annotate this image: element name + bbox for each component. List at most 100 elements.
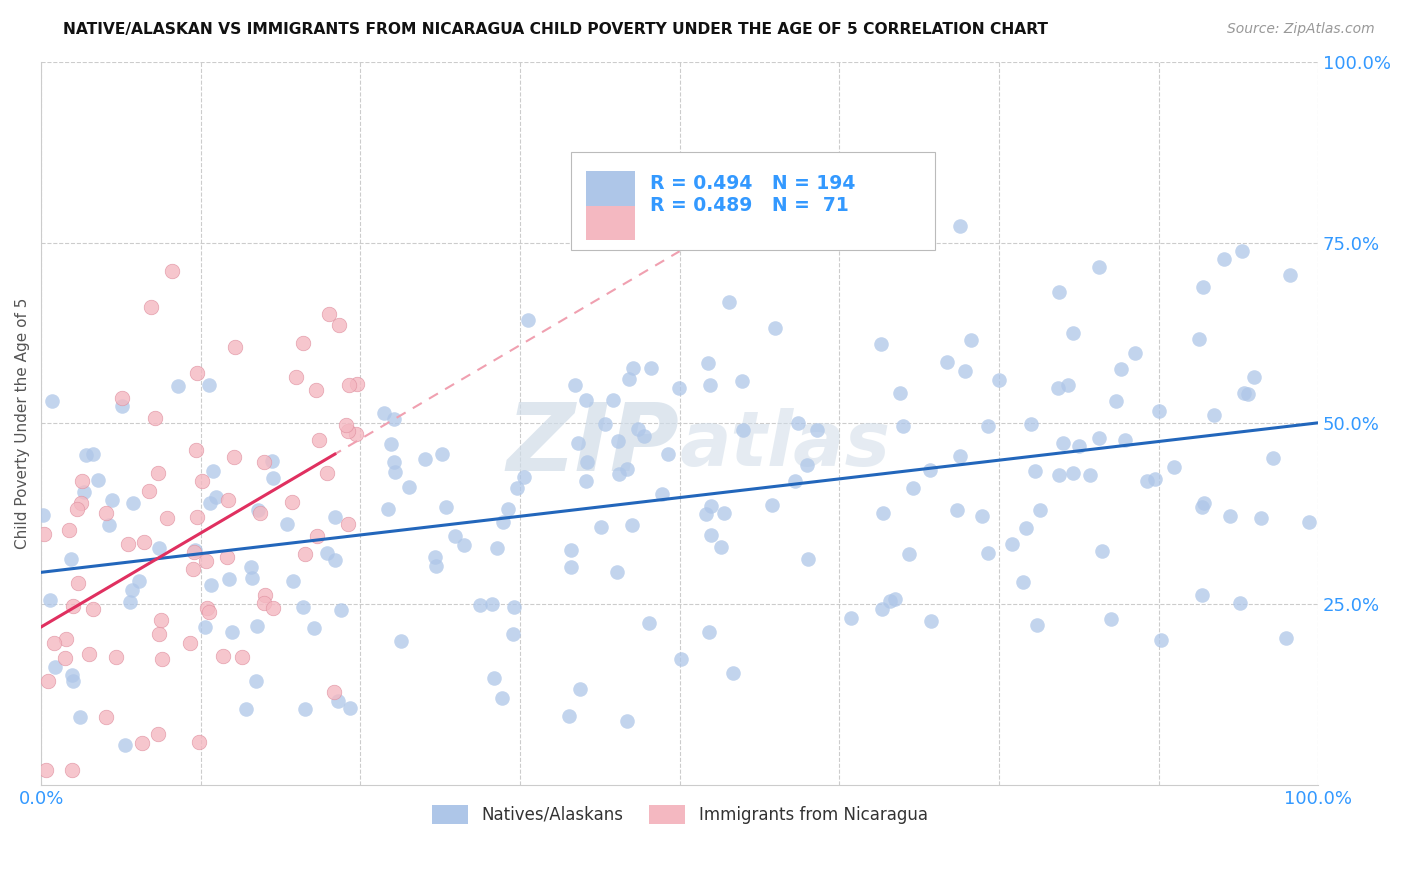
Point: [148, 541, 170, 555]
Point: [186, 510, 208, 524]
Point: [884, 591, 907, 606]
Point: [104, 650, 127, 665]
Point: [564, 378, 586, 392]
Point: [373, 406, 395, 420]
Point: [330, 603, 353, 617]
Point: [1052, 436, 1074, 450]
Point: [382, 412, 405, 426]
Point: [783, 475, 806, 489]
Point: [198, 605, 221, 619]
Point: [302, 621, 325, 635]
Point: [1250, 510, 1272, 524]
Point: [491, 690, 513, 705]
Point: [972, 509, 994, 524]
Point: [150, 652, 173, 666]
Point: [668, 381, 690, 395]
Point: [58, 523, 80, 537]
Point: [1191, 280, 1213, 294]
Point: [1149, 404, 1171, 418]
Point: [797, 552, 820, 566]
Point: [1056, 377, 1078, 392]
Point: [96, 710, 118, 724]
Point: [976, 419, 998, 434]
Point: [516, 312, 538, 326]
Point: [730, 374, 752, 388]
Point: [1091, 543, 1114, 558]
Point: [280, 495, 302, 509]
Point: [616, 714, 638, 728]
FancyBboxPatch shape: [571, 153, 935, 250]
Point: [640, 360, 662, 375]
Point: [128, 574, 150, 589]
Point: [903, 481, 925, 495]
Point: [697, 356, 720, 370]
Point: [1047, 285, 1070, 300]
Text: Source: ZipAtlas.com: Source: ZipAtlas.com: [1227, 22, 1375, 37]
Point: [150, 613, 173, 627]
Point: [97, 517, 120, 532]
Point: [607, 434, 630, 448]
Point: [188, 734, 211, 748]
Point: [1279, 268, 1302, 282]
Point: [492, 515, 515, 529]
Point: [1188, 332, 1211, 346]
Point: [294, 702, 316, 716]
Point: [468, 599, 491, 613]
Point: [111, 399, 134, 413]
Text: NATIVE/ALASKAN VS IMMIGRANTS FROM NICARAGUA CHILD POVERTY UNDER THE AGE OF 5 COR: NATIVE/ALASKAN VS IMMIGRANTS FROM NICARA…: [63, 22, 1049, 37]
Point: [322, 685, 344, 699]
Point: [323, 553, 346, 567]
Point: [69, 709, 91, 723]
Text: ZIP: ZIP: [506, 399, 679, 491]
Point: [235, 702, 257, 716]
Point: [621, 518, 644, 533]
Point: [713, 507, 735, 521]
FancyBboxPatch shape: [586, 171, 636, 205]
Point: [657, 447, 679, 461]
Point: [627, 422, 650, 436]
Point: [1163, 459, 1185, 474]
Point: [218, 573, 240, 587]
Point: [339, 701, 361, 715]
Point: [1029, 503, 1052, 517]
Point: [337, 378, 360, 392]
Point: [384, 465, 406, 479]
Point: [796, 458, 818, 473]
Point: [806, 423, 828, 437]
Point: [82, 601, 104, 615]
Point: [35, 764, 58, 778]
Point: [308, 433, 330, 447]
Point: [430, 447, 453, 461]
Point: [148, 626, 170, 640]
Point: [328, 694, 350, 708]
Point: [872, 506, 894, 520]
Point: [42, 636, 65, 650]
Point: [1078, 467, 1101, 482]
Point: [231, 650, 253, 665]
Point: [839, 611, 862, 625]
Point: [425, 558, 447, 573]
Point: [1219, 508, 1241, 523]
Point: [260, 453, 283, 467]
Point: [315, 466, 337, 480]
Point: [920, 463, 942, 477]
Point: [240, 560, 263, 574]
Point: [285, 370, 308, 384]
Point: [593, 417, 616, 432]
Point: [946, 502, 969, 516]
Point: [567, 435, 589, 450]
Point: [162, 264, 184, 278]
Point: [872, 602, 894, 616]
Point: [184, 442, 207, 457]
Point: [186, 366, 208, 380]
Point: [87, 473, 110, 487]
Point: [633, 428, 655, 442]
Point: [1275, 632, 1298, 646]
Point: [283, 574, 305, 588]
Point: [217, 492, 239, 507]
Point: [1099, 612, 1122, 626]
Point: [699, 378, 721, 392]
Point: [118, 595, 141, 609]
Point: [960, 334, 983, 348]
Point: [212, 648, 235, 663]
